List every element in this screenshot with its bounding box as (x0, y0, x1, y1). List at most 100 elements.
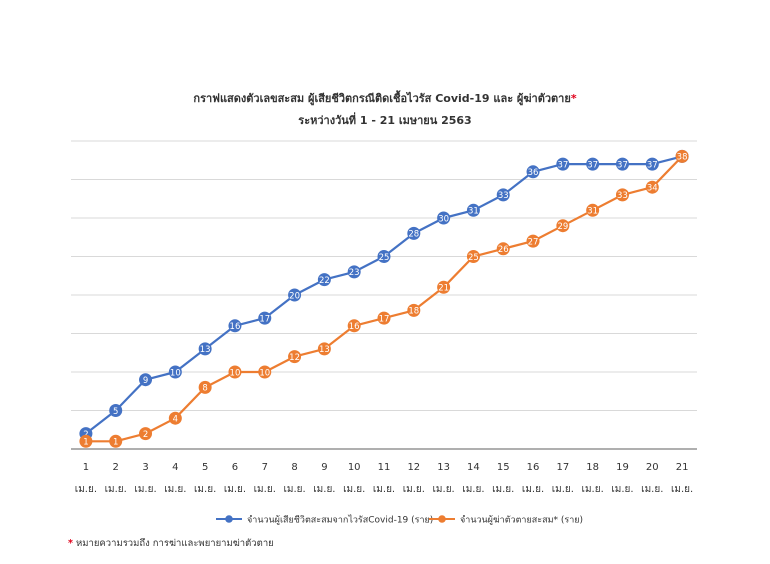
x-tick-sublabel: เม.ย. (552, 484, 574, 495)
data-point (258, 311, 272, 325)
x-tick-sublabel: เม.ย. (671, 484, 693, 495)
x-tick-label: 16 (527, 462, 540, 473)
data-point (466, 250, 480, 263)
x-tick-label: 21 (676, 462, 689, 473)
data-label: 16 (349, 322, 360, 332)
x-tick-sublabel: เม.ย. (254, 484, 276, 495)
data-label: 10 (259, 368, 270, 378)
data-label: 16 (230, 322, 241, 332)
x-tick-label: 19 (616, 462, 629, 473)
x-tick-sublabel: เม.ย. (105, 484, 127, 495)
data-point (347, 319, 361, 333)
data-label: 31 (468, 207, 479, 217)
data-label: 4 (173, 415, 178, 425)
footnote-text: หมายความรวมถึง การฆ่าและพยายามฆ่าตัวตาย (72, 538, 274, 549)
data-point (615, 188, 629, 202)
x-tick-label: 2 (113, 462, 119, 473)
data-point (288, 350, 302, 364)
title-star: * (570, 92, 577, 105)
legend-entry: จำนวนผู้เสียชีวิตสะสมจากไวรัสCovid-19 (ร… (247, 515, 433, 526)
data-point (139, 427, 153, 441)
data-label: 27 (528, 237, 539, 247)
data-point (377, 250, 391, 263)
x-tick-label: 20 (646, 462, 659, 473)
data-point (288, 288, 302, 302)
data-point (109, 404, 123, 417)
x-tick-sublabel: เม.ย. (522, 484, 544, 495)
data-label: 9 (143, 376, 148, 386)
data-point (347, 265, 361, 279)
data-label: 31 (587, 207, 598, 217)
x-tick-sublabel: เม.ย. (164, 484, 186, 495)
data-point (109, 434, 123, 448)
data-label: 12 (289, 353, 300, 363)
x-tick-sublabel: เม.ย. (134, 484, 156, 495)
data-point (407, 226, 421, 240)
x-tick-label: 10 (348, 462, 361, 473)
x-tick-label: 3 (142, 462, 148, 473)
data-point (645, 180, 659, 194)
data-point (586, 203, 600, 217)
data-label: 18 (408, 307, 419, 317)
data-point (437, 211, 451, 225)
legend-swatch-marker (225, 515, 233, 523)
data-label: 26 (498, 245, 509, 255)
x-tick-sublabel: เม.ย. (462, 484, 484, 495)
data-point (675, 149, 689, 163)
data-label: 17 (259, 314, 270, 324)
data-point (526, 165, 540, 179)
x-tick-label: 13 (437, 462, 450, 473)
x-tick-label: 4 (172, 462, 178, 473)
x-tick-label: 11 (378, 462, 391, 473)
x-tick-label: 5 (202, 462, 208, 473)
x-tick-label: 17 (556, 462, 569, 473)
data-label: 36 (528, 168, 539, 178)
chart-subtitle: ระหว่างวันที่ 1 - 21 เมษายน 2563 (298, 114, 472, 127)
x-tick-label: 6 (232, 462, 238, 473)
data-label: 25 (379, 253, 390, 263)
x-tick-sublabel: เม.ย. (194, 484, 216, 495)
data-point (496, 188, 510, 202)
data-label: 20 (289, 291, 300, 301)
x-tick-sublabel: เม.ย. (492, 484, 514, 495)
data-label: 1 (113, 438, 118, 448)
x-tick-sublabel: เม.ย. (582, 484, 604, 495)
data-label: 23 (349, 268, 360, 278)
x-tick-label: 12 (407, 462, 420, 473)
x-tick-label: 14 (467, 462, 480, 473)
data-label: 21 (438, 284, 449, 294)
data-point (466, 203, 480, 217)
data-point (317, 273, 331, 287)
x-tick-sublabel: เม.ย. (373, 484, 395, 495)
x-tick-label: 15 (497, 462, 510, 473)
data-point (168, 411, 182, 425)
data-point (139, 373, 153, 387)
data-label: 33 (498, 191, 509, 201)
data-point (228, 319, 242, 333)
data-point (228, 365, 242, 379)
data-label: 37 (587, 160, 598, 170)
data-point (526, 234, 540, 248)
x-tick-label: 18 (586, 462, 599, 473)
x-tick-label: 1 (83, 462, 89, 473)
data-label: 37 (617, 160, 628, 170)
data-label: 33 (617, 191, 628, 201)
data-point (496, 242, 510, 256)
data-label: 29 (557, 222, 568, 232)
data-label: 37 (557, 160, 568, 170)
series-line-2 (85, 155, 683, 443)
data-label: 30 (438, 214, 449, 224)
data-label: 38 (677, 153, 688, 163)
x-tick-sublabel: เม.ย. (283, 484, 305, 495)
data-label: 5 (113, 407, 118, 417)
data-point (198, 380, 212, 394)
chart-title: กราฟแสดงตัวเลขสะสม ผู้เสียชีวิตกรณีติดเช… (193, 92, 577, 105)
data-point (437, 280, 451, 294)
x-tick-label: 9 (321, 462, 327, 473)
data-point (586, 157, 600, 171)
x-tick-sublabel: เม.ย. (641, 484, 663, 495)
data-label: 17 (379, 314, 390, 324)
data-label: 25 (468, 253, 479, 263)
x-tick-sublabel: เม.ย. (403, 484, 425, 495)
